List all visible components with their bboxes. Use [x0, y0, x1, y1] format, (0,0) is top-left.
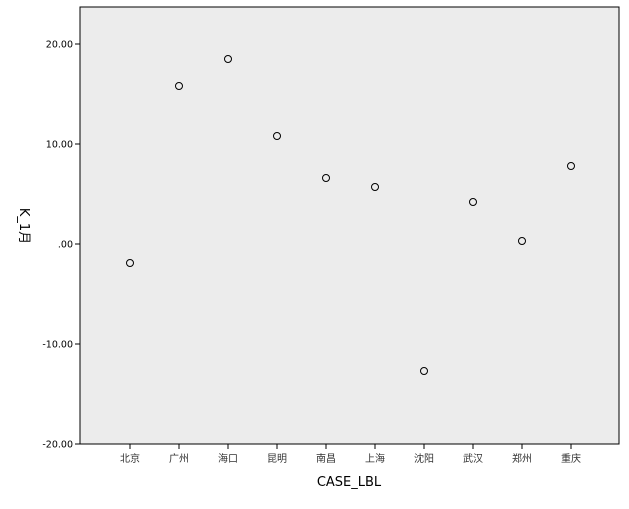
data-point — [371, 183, 379, 191]
x-axis-title: CASE_LBL — [317, 475, 382, 490]
x-tick-label: 郑州 — [512, 452, 532, 465]
data-point — [224, 55, 232, 63]
y-tick-label: 10.00 — [46, 140, 73, 151]
data-point — [420, 367, 428, 375]
x-tick-label: 昆明 — [267, 453, 287, 465]
x-tick-label: 武汉 — [463, 452, 483, 465]
data-point — [469, 198, 477, 206]
x-axis: 北京 广州 海口 昆明 南昌 上海 沈阳 武汉 郑州 重庆 — [120, 444, 581, 465]
x-tick-label: 沈阳 — [414, 452, 434, 465]
data-point — [322, 174, 330, 182]
x-tick-label: 南昌 — [316, 452, 336, 465]
y-tick-label: 20.00 — [46, 40, 73, 51]
x-tick-label: 上海 — [365, 452, 385, 465]
plot-area — [79, 6, 620, 445]
data-point — [567, 162, 575, 170]
data-points — [126, 55, 575, 375]
x-tick-label: 北京 — [120, 452, 140, 465]
x-tick-label: 海口 — [218, 452, 238, 465]
x-tick-label: 重庆 — [561, 452, 581, 465]
data-point — [126, 259, 134, 267]
y-tick-label: -10.00 — [42, 340, 73, 351]
data-point — [175, 82, 183, 90]
data-point — [518, 237, 526, 245]
y-axis-title: K_1月 — [16, 208, 31, 244]
y-axis: 20.00 10.00 .00 -10.00 -20.00 — [42, 40, 80, 451]
y-tick-label: -20.00 — [42, 440, 73, 451]
data-point — [273, 132, 281, 140]
x-tick-label: 广州 — [169, 453, 189, 465]
y-tick-label: .00 — [58, 240, 73, 251]
